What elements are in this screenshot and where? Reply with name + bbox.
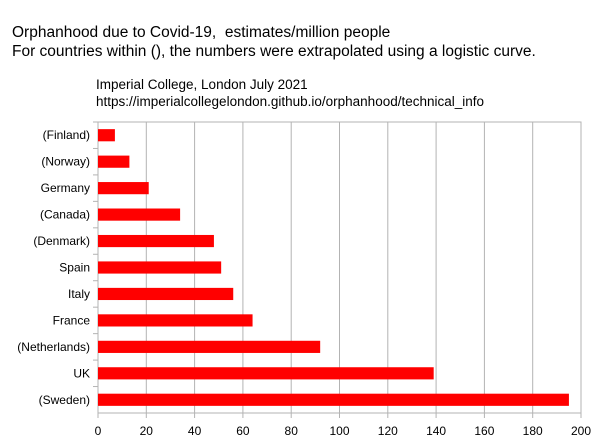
x-tick-label: 160 <box>474 424 494 438</box>
bar <box>98 340 321 353</box>
source-line-1: Imperial College, London July 2021 <box>96 77 308 92</box>
bar <box>98 234 214 248</box>
category-label: (Sweden) <box>39 393 90 407</box>
category-label: UK <box>73 366 90 380</box>
category-label: France <box>53 313 91 327</box>
x-tick-label: 100 <box>329 424 349 438</box>
category-label: (Finland) <box>43 128 90 142</box>
x-tick-label: 40 <box>188 424 202 438</box>
category-label: (Denmark) <box>33 234 90 248</box>
category-label: (Norway) <box>41 155 90 169</box>
bar <box>98 287 234 301</box>
bar <box>98 208 181 221</box>
x-tick-label: 180 <box>523 424 543 438</box>
x-tick-label: 120 <box>378 424 398 438</box>
category-label: Spain <box>59 261 90 275</box>
x-tick-label: 0 <box>95 424 102 438</box>
category-label: Italy <box>68 287 90 301</box>
bar <box>98 261 222 274</box>
chart-subtitle: For countries within (), the numbers wer… <box>12 43 536 60</box>
bar <box>98 367 434 380</box>
source-line-2: https://imperialcollegelondon.github.io/… <box>96 94 485 109</box>
chart-title: Orphanhood due to Covid-19, estimates/mi… <box>12 24 391 41</box>
bar <box>98 182 149 195</box>
x-tick-label: 80 <box>285 424 299 438</box>
x-tick-label: 140 <box>426 424 446 438</box>
category-label: (Canada) <box>40 208 90 222</box>
category-label: (Netherlands) <box>17 340 90 354</box>
x-tick-label: 60 <box>236 424 250 438</box>
bar <box>98 314 253 327</box>
bar <box>98 129 115 142</box>
x-tick-label: 200 <box>571 424 591 438</box>
category-label: Germany <box>41 181 90 195</box>
x-tick-label: 20 <box>140 424 154 438</box>
bar <box>98 155 130 168</box>
bar <box>98 393 569 406</box>
